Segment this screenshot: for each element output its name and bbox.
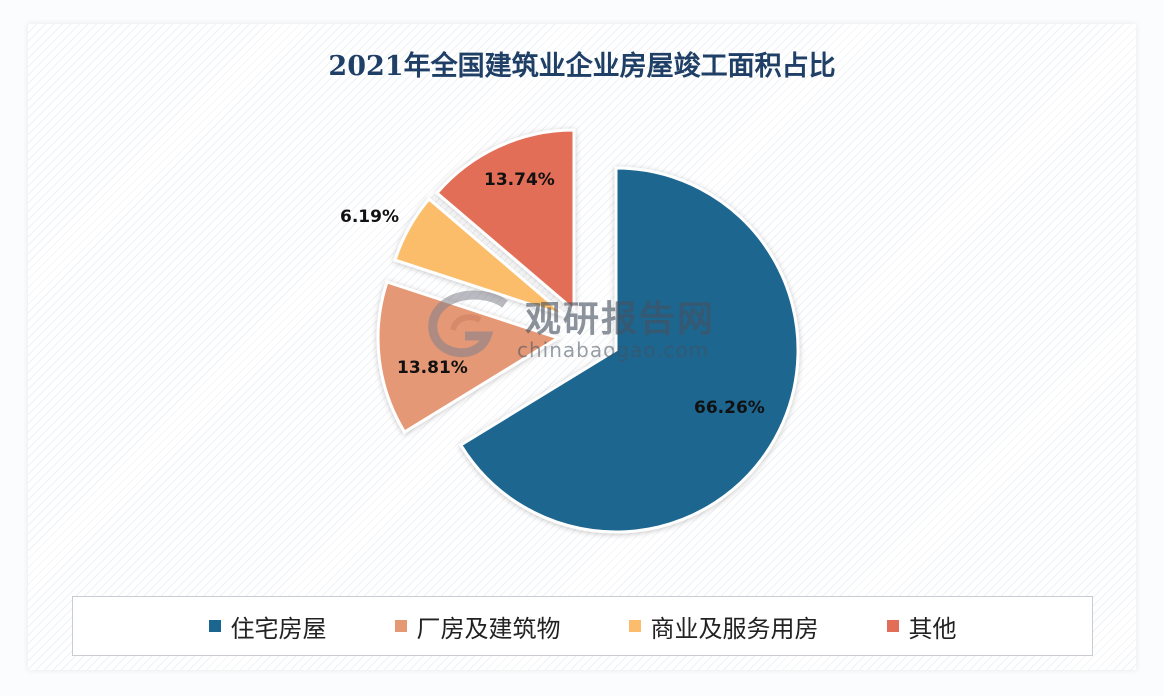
chart-panel <box>28 24 1136 670</box>
legend-label: 厂房及建筑物 <box>416 614 561 643</box>
slice-other[interactable] <box>434 128 576 314</box>
legend-item-other[interactable]: 其他 <box>886 609 957 644</box>
slice-residential[interactable] <box>458 166 800 534</box>
legend-swatch-other-icon <box>886 620 899 632</box>
chart-title: 2021年全国建筑业企业房屋竣工面积占比 <box>328 51 836 82</box>
label-residential: 66.26% <box>694 398 765 418</box>
label-factory: 13.81% <box>397 358 468 378</box>
label-commercial: 6.19% <box>340 207 399 227</box>
legend-swatch-factory-icon <box>394 620 407 632</box>
legend-item-factory[interactable]: 厂房及建筑物 <box>394 609 561 644</box>
label-other: 13.74% <box>484 170 555 190</box>
slice-commercial[interactable] <box>393 196 567 318</box>
legend-swatch-residential-icon <box>208 620 221 632</box>
watermark-logo-icon <box>428 290 508 358</box>
legend-item-residential[interactable]: 住宅房屋 <box>208 609 327 644</box>
legend-label: 其他 <box>908 614 957 643</box>
legend-label: 住宅房屋 <box>230 614 327 643</box>
legend-swatch-commercial-icon <box>628 620 641 632</box>
legend-item-commercial[interactable]: 商业及服务用房 <box>628 609 819 644</box>
watermark-text-en: chinabaogao.com <box>517 338 710 362</box>
slice-factory[interactable] <box>376 280 562 435</box>
watermark-text-cn: 观研报告网 <box>525 299 716 340</box>
legend-label: 商业及服务用房 <box>650 614 819 643</box>
legend: 住宅房屋 厂房及建筑物 商业及服务用房 其他 <box>72 596 1093 656</box>
